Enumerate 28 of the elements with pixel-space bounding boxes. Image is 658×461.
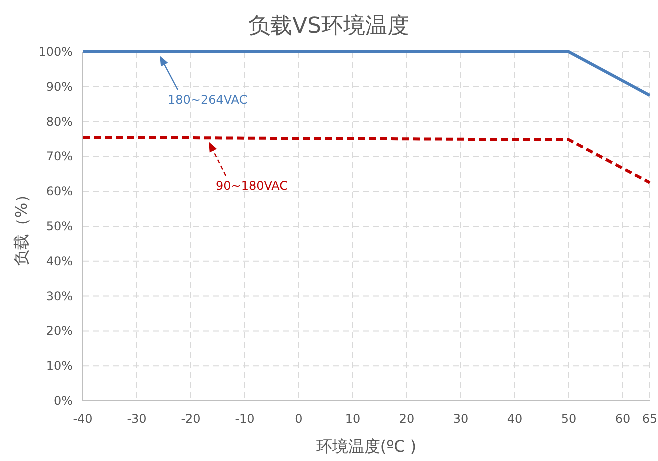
x-tick-label: -10: [235, 412, 255, 426]
x-tick-label: 50: [561, 412, 577, 426]
y-axis-title: 负载（%）: [12, 186, 31, 266]
annotation: 90~180VAC: [216, 179, 288, 193]
y-tick-label: 100%: [38, 45, 73, 59]
x-tick-label: -30: [127, 412, 147, 426]
x-axis-title: 环境温度(ºC ): [316, 437, 417, 456]
x-tick-label: 30: [453, 412, 469, 426]
x-tick-label: -20: [181, 412, 201, 426]
y-tick-label: 40%: [46, 254, 73, 268]
x-tick-label: 0: [295, 412, 303, 426]
y-tick-label: 50%: [46, 220, 73, 234]
y-tick-label: 90%: [46, 80, 73, 94]
y-tick-label: 80%: [46, 114, 73, 129]
y-tick-label: 70%: [46, 150, 73, 164]
chart-title: 负载VS环境温度: [248, 14, 410, 39]
x-tick-label: 20: [399, 412, 415, 426]
x-tick-label: 40: [507, 412, 523, 426]
x-tick-label: 10: [345, 412, 361, 426]
y-tick-label: 60%: [46, 184, 73, 199]
x-tick-label: -40: [73, 412, 93, 426]
x-tick-label: 65: [642, 412, 658, 426]
y-tick-label: 0%: [54, 394, 73, 408]
x-tick-label: 60: [615, 412, 631, 426]
y-tick-label: 10%: [46, 359, 73, 374]
annotation: 180~264VAC: [168, 93, 248, 107]
y-tick-label: 20%: [46, 324, 73, 338]
y-tick-label: 30%: [46, 289, 73, 304]
